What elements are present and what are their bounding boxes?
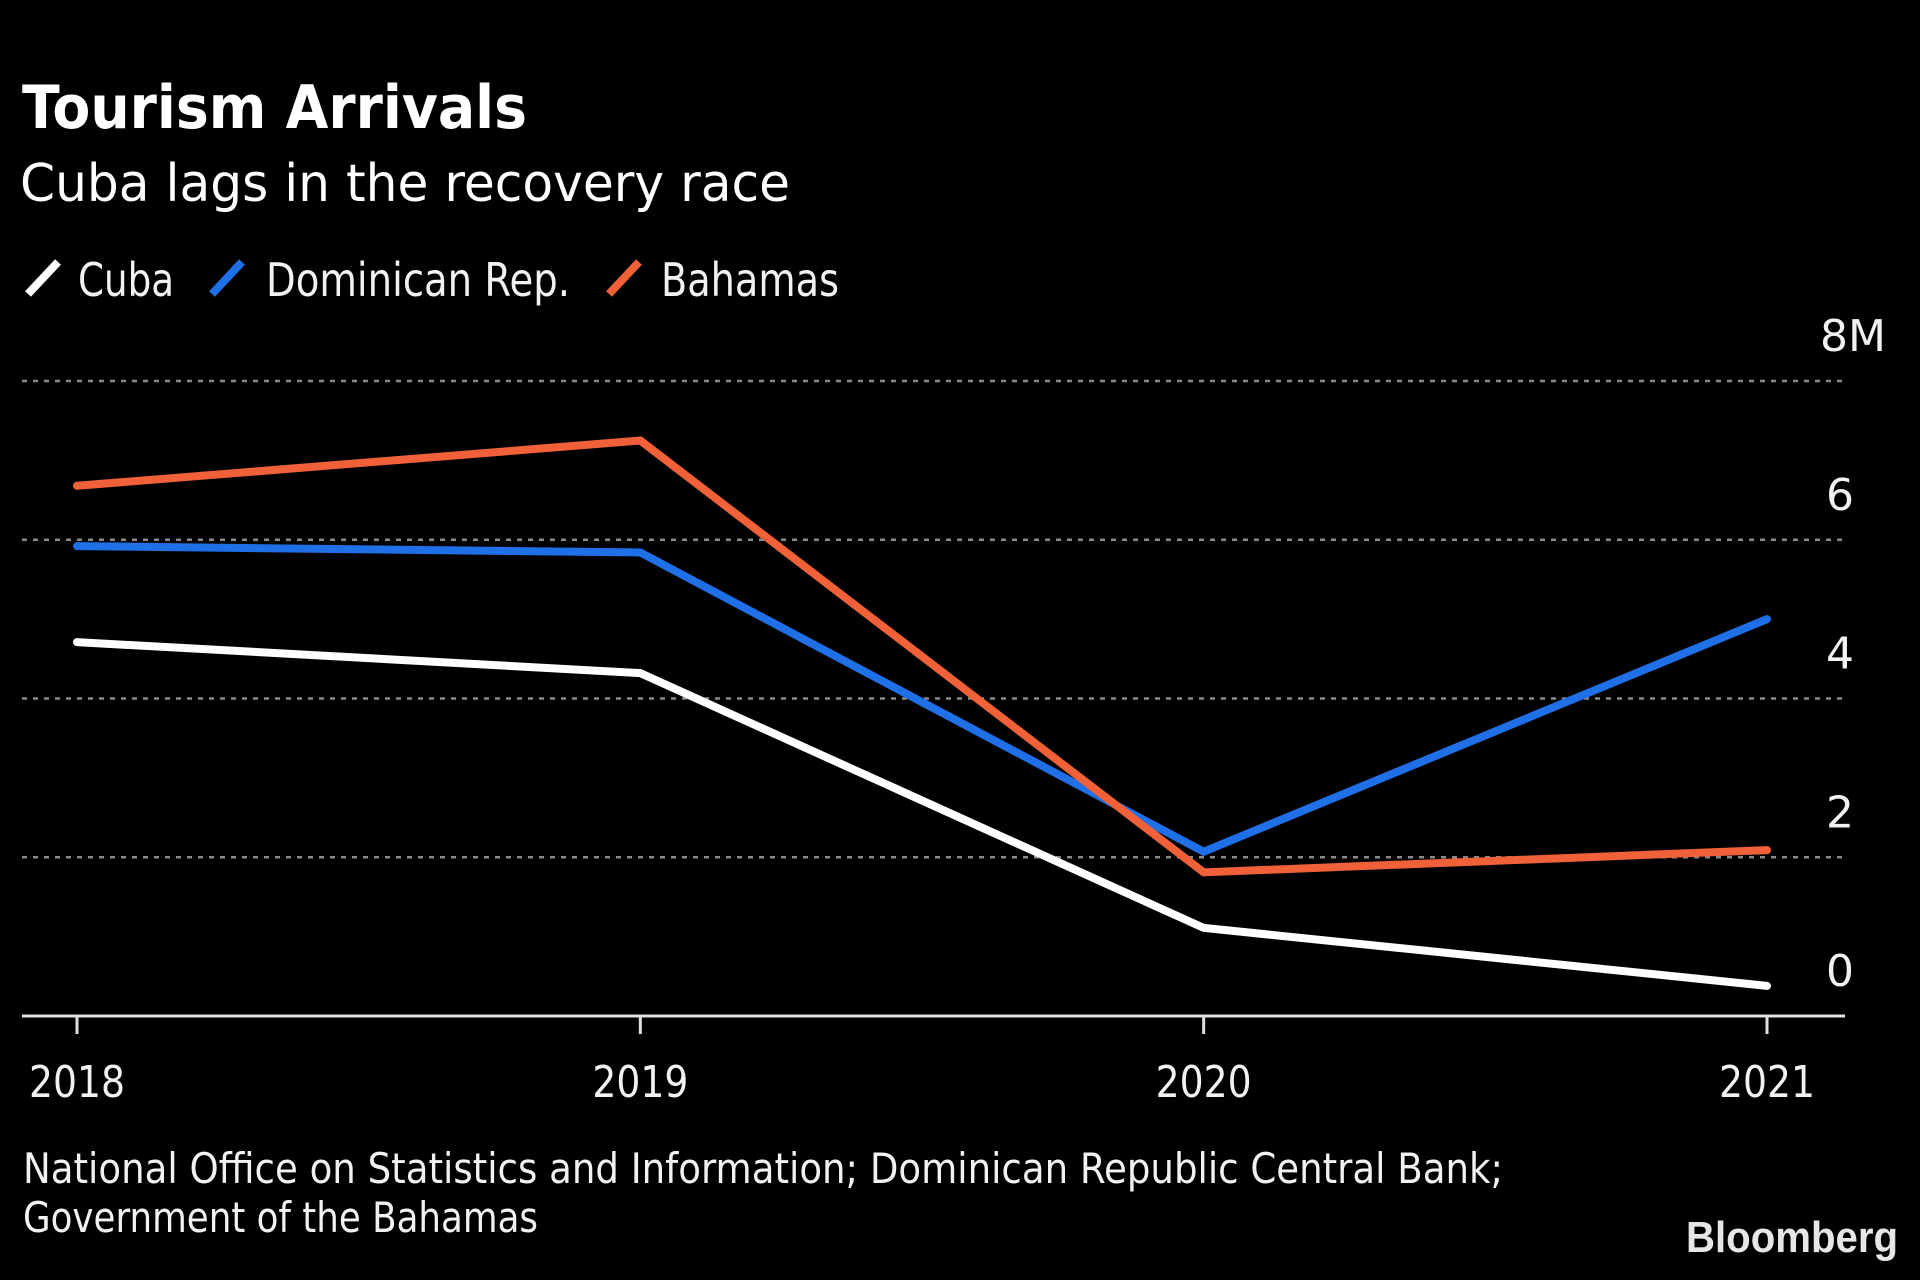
chart-title: Tourism Arrivals — [22, 73, 527, 143]
source-line-1: National Office on Statistics and Inform… — [23, 1144, 1503, 1193]
y-tick-label: 8M — [1820, 311, 1886, 362]
y-axis: 0 2 4 6 8M — [1820, 311, 1886, 997]
y-tick-label: 4 — [1826, 629, 1854, 680]
x-axis: 2018 2019 2020 2021 — [22, 1014, 1845, 1108]
x-tick-label: 2018 — [29, 1057, 125, 1108]
x-tick-label: 2020 — [1156, 1057, 1252, 1108]
legend-label: Cuba — [78, 253, 174, 307]
series-lines — [73, 436, 1771, 990]
y-tick-label: 0 — [1826, 946, 1854, 997]
legend: Cuba Dominican Rep. Bahamas — [25, 253, 839, 307]
x-tick-label: 2021 — [1719, 1057, 1815, 1108]
series-line-cuba — [73, 638, 1771, 990]
series-line-bahamas — [73, 436, 1771, 877]
series-line-dominican-rep — [73, 542, 1771, 857]
source-line-2: Government of the Bahamas — [23, 1193, 538, 1242]
chart-subtitle: Cuba lags in the recovery race — [20, 154, 790, 214]
legend-swatch-icon — [606, 259, 642, 297]
x-tick-label: 2019 — [592, 1057, 688, 1108]
legend-item: Bahamas — [606, 253, 839, 307]
legend-swatch-icon — [209, 259, 245, 297]
y-tick-label: 2 — [1826, 787, 1854, 838]
bloomberg-logo: Bloomberg — [1686, 1213, 1898, 1262]
y-tick-label: 6 — [1826, 470, 1854, 521]
legend-item: Dominican Rep. — [209, 253, 570, 307]
legend-item: Cuba — [25, 253, 174, 307]
legend-label: Bahamas — [661, 253, 839, 307]
legend-label: Dominican Rep. — [266, 253, 570, 307]
legend-swatch-icon — [25, 259, 61, 297]
